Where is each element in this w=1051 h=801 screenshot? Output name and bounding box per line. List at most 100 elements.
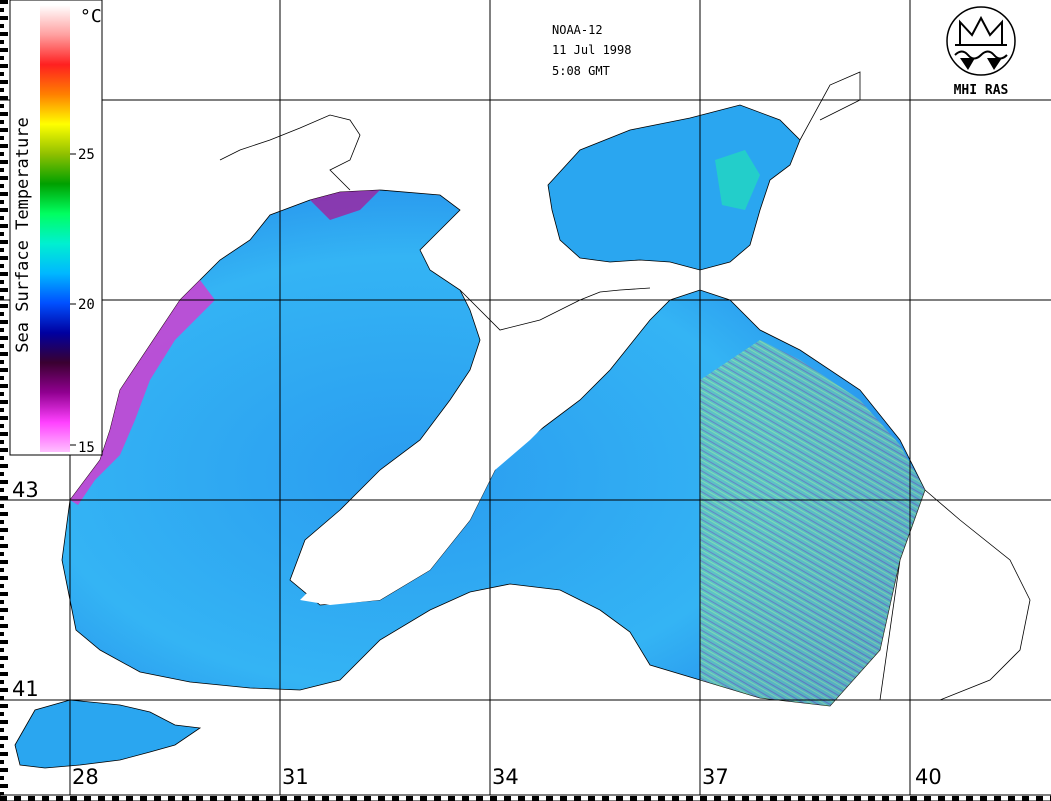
ruler-tick: [644, 796, 651, 801]
colorbar-ramp: [40, 5, 70, 452]
ruler-tick: [0, 512, 8, 516]
ruler-tick: [0, 240, 8, 244]
ruler-tick: [252, 796, 259, 801]
ruler-tick: [196, 796, 203, 801]
ruler-tick: [0, 32, 8, 36]
ruler-tick: [0, 104, 4, 108]
ruler-tick: [0, 208, 8, 212]
ruler-tick: [0, 440, 4, 444]
ruler-tick: [882, 796, 889, 801]
ruler-tick: [966, 796, 973, 801]
ruler-tick: [364, 796, 371, 801]
ruler-tick: [0, 320, 8, 324]
coastal-cold-fringe: [70, 280, 215, 505]
ruler-tick: [322, 796, 329, 801]
ruler-tick: [0, 696, 4, 700]
ruler-tick: [658, 796, 665, 801]
ruler-tick: [910, 796, 917, 801]
ruler-tick: [784, 796, 791, 801]
ruler-tick: [0, 608, 8, 612]
ruler-tick: [714, 796, 721, 801]
ruler-tick: [476, 796, 483, 801]
ruler-tick: [0, 768, 8, 772]
ruler-tick: [98, 796, 105, 801]
ruler-tick: [700, 796, 707, 801]
lon-label-40: 40: [915, 765, 942, 789]
ruler-tick: [0, 192, 8, 196]
ruler-tick: [0, 632, 4, 636]
bottom-ruler: [0, 794, 1051, 801]
ruler-tick: [0, 672, 8, 676]
ruler-tick: [0, 664, 4, 668]
ruler-tick: [0, 464, 8, 468]
ruler-tick: [0, 280, 4, 284]
ruler-tick: [28, 796, 35, 801]
ruler-tick: [0, 520, 4, 524]
ruler-tick: [896, 796, 903, 801]
lon-label-37: 37: [702, 765, 729, 789]
ruler-tick: [0, 796, 7, 801]
ruler-tick: [0, 624, 8, 628]
ruler-tick: [574, 796, 581, 801]
acquisition-time: 5:08 GMT: [552, 64, 610, 78]
ruler-tick: [560, 796, 567, 801]
ruler-tick: [0, 304, 8, 308]
ruler-tick: [308, 796, 315, 801]
ruler-tick: [392, 796, 399, 801]
ruler-tick: [0, 144, 8, 148]
mhi-ras-logo: [946, 6, 1016, 76]
ruler-tick: [0, 544, 8, 548]
ruler-tick: [0, 392, 4, 396]
ruler-tick: [0, 592, 8, 596]
ruler-tick: [0, 96, 8, 100]
ruler-tick: [840, 796, 847, 801]
ruler-tick: [0, 352, 8, 356]
ruler-tick: [0, 272, 8, 276]
ruler-tick: [0, 24, 4, 28]
ruler-tick: [0, 232, 4, 236]
ruler-tick: [0, 224, 8, 228]
ruler-tick: [532, 796, 539, 801]
colorbar-unit: °C: [80, 6, 102, 27]
ruler-tick: [854, 796, 861, 801]
ruler-tick: [0, 496, 8, 500]
ruler-tick: [0, 760, 4, 764]
ruler-tick: [504, 796, 511, 801]
ruler-tick: [0, 112, 8, 116]
ruler-tick: [406, 796, 413, 801]
ruler-tick: [630, 796, 637, 801]
lon-label-34: 34: [492, 765, 519, 789]
east-coastline: [799, 71, 861, 141]
ruler-tick: [0, 248, 4, 252]
ruler-tick: [0, 160, 8, 164]
ruler-tick: [210, 796, 217, 801]
ruler-tick: [0, 456, 4, 460]
sea-of-marmara-surface: [14, 699, 202, 769]
ruler-base: [0, 794, 1051, 801]
ruler-tick: [0, 264, 4, 268]
ruler-tick: [924, 796, 931, 801]
ruler-tick: [0, 736, 8, 740]
ruler-tick: [868, 796, 875, 801]
ruler-tick: [42, 796, 49, 801]
ruler-tick: [742, 796, 749, 801]
ruler-tick: [0, 152, 4, 156]
ruler-tick: [0, 744, 4, 748]
ruler-tick: [994, 796, 1001, 801]
ruler-tick: [518, 796, 525, 801]
ruler-tick: [602, 796, 609, 801]
ruler-tick: [0, 656, 8, 660]
ruler-tick: [0, 784, 8, 788]
ruler-tick: [686, 796, 693, 801]
ruler-tick: [0, 64, 8, 68]
ruler-tick: [0, 416, 8, 420]
ruler-tick: [0, 80, 8, 84]
ruler-tick: [0, 568, 4, 572]
ruler-tick: [434, 796, 441, 801]
ruler-tick: [0, 536, 4, 540]
ruler-tick: [0, 752, 8, 756]
ruler-tick: [0, 288, 8, 292]
ruler-tick: [154, 796, 161, 801]
